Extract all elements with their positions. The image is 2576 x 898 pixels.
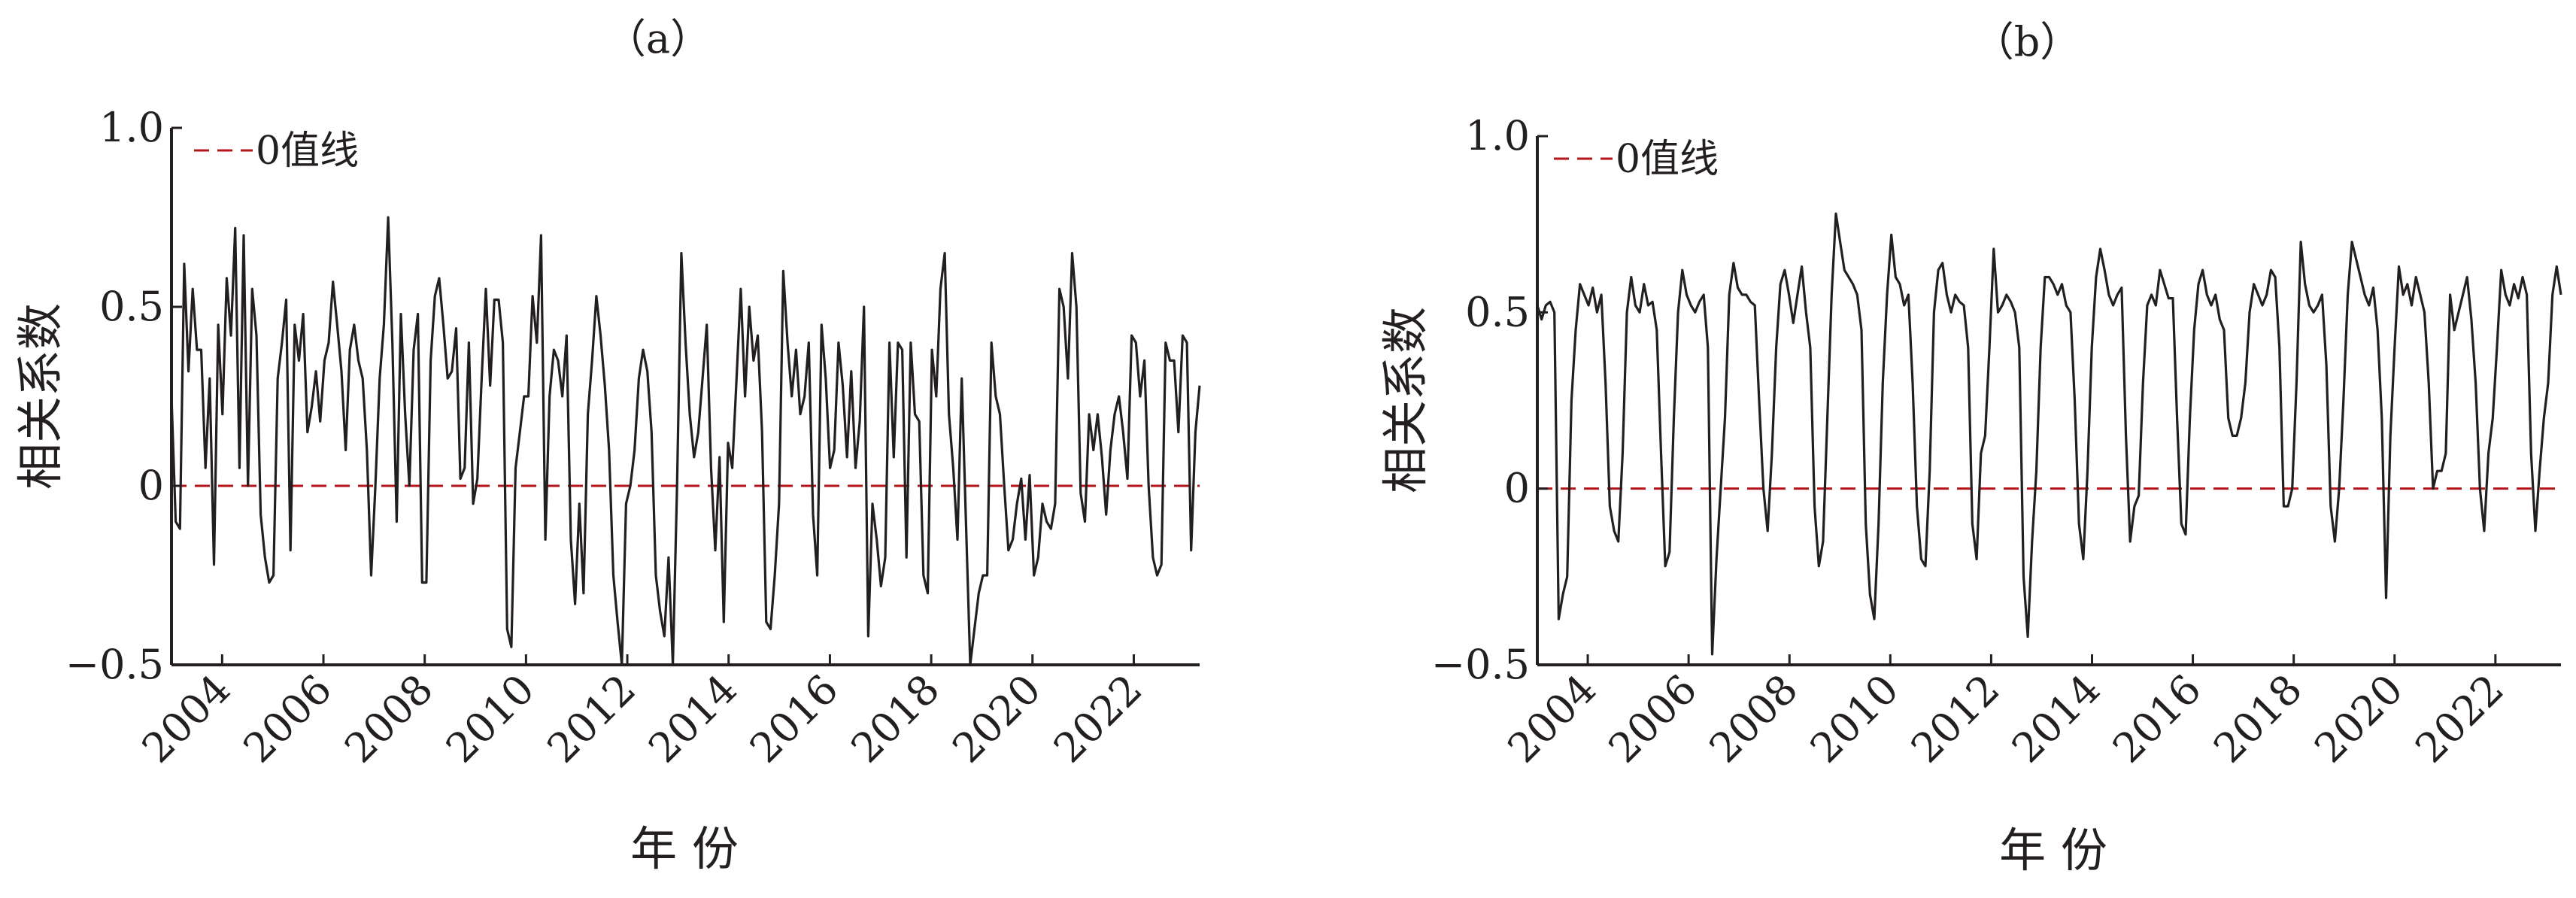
x-tick-label: 2006	[1600, 666, 1707, 772]
x-tick-label: 2008	[1701, 666, 1807, 772]
x-tick-label: 2016	[741, 666, 848, 772]
x-tick-label: 2018	[842, 666, 949, 772]
x-tick-label: 2012	[539, 666, 645, 772]
x-axis-label: 年 份	[1999, 823, 2107, 878]
legend-label: 0值线	[256, 129, 359, 174]
x-axis-label: 年 份	[630, 821, 739, 876]
y-tick-label: 0	[1504, 465, 1530, 512]
y-axis-label: 相关系数	[13, 303, 68, 490]
y-tick-label: −0.5	[65, 641, 164, 688]
x-tick-label: 2020	[943, 666, 1050, 772]
panel-title: （b）	[1974, 18, 2081, 65]
y-tick-label: 1.0	[99, 104, 164, 151]
x-tick-label: 2010	[437, 666, 544, 772]
legend-label: 0值线	[1616, 137, 1719, 182]
x-tick-label: 2014	[639, 666, 746, 772]
x-tick-label: 2020	[2305, 666, 2412, 772]
x-tick-label: 2006	[234, 666, 341, 772]
x-tick-label: 2012	[1902, 666, 2009, 772]
y-tick-label: −0.5	[1431, 641, 1530, 688]
y-tick-label: 0	[138, 462, 164, 509]
x-tick-label: 2022	[2406, 666, 2513, 772]
chart-panel-a: （a）−0.500.51.020042006200820102012201420…	[13, 15, 1201, 876]
y-tick-label: 1.0	[1465, 112, 1530, 159]
x-tick-label: 2010	[1801, 666, 1908, 772]
x-tick-label: 2016	[2104, 666, 2210, 772]
y-axis-label: 相关系数	[1378, 307, 1433, 493]
x-tick-label: 2014	[2003, 666, 2110, 772]
panel-title: （a）	[605, 15, 711, 62]
x-tick-label: 2022	[1045, 666, 1151, 772]
chart-panel-b: （b）−0.500.51.020042006200820102012201420…	[1378, 18, 2562, 878]
series-line	[1536, 212, 2562, 656]
series-line	[170, 216, 1201, 666]
y-tick-label: 0.5	[99, 283, 164, 330]
x-tick-label: 2018	[2204, 666, 2311, 772]
y-tick-label: 0.5	[1465, 288, 1530, 335]
x-tick-label: 2008	[335, 666, 442, 772]
